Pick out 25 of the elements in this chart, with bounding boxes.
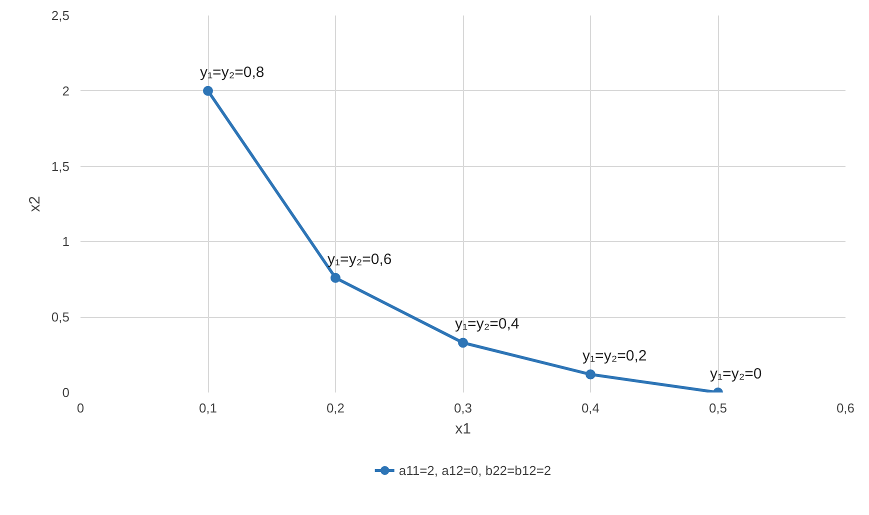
y-tick-label: 1 [62, 234, 70, 250]
x-tick-label: 0,3 [454, 400, 472, 416]
y-axis-title: x2 [26, 196, 44, 212]
x-tick-label: 0,6 [836, 400, 855, 416]
x-tick-label: 0,2 [326, 400, 345, 416]
legend-label: a11=2, a12=0, b22=b12=2 [398, 462, 552, 478]
annotation: y₁=y₂=0,2 [582, 347, 647, 364]
annotation: y₁=y₂=0 [710, 366, 762, 382]
point [203, 86, 213, 96]
x-tick-label: 0,1 [198, 400, 218, 416]
annotation: y₁=y₂=0,4 [455, 316, 520, 333]
x-axis-title: x1 [455, 420, 471, 438]
point [330, 272, 340, 283]
x-tick-label: 0,4 [581, 400, 600, 416]
annotation: y₁=y₂=0,6 [328, 250, 392, 268]
y-tick-label: 0 [62, 385, 70, 400]
point [586, 369, 596, 380]
point [458, 338, 468, 348]
annotation: y₁=y₂=0,8 [200, 64, 264, 81]
y-tick-label: 1,5 [51, 158, 70, 174]
y-tick-label: 2 [62, 83, 70, 98]
y-tick-label: 2,5 [51, 8, 70, 23]
x-tick-label: 0 [76, 400, 84, 416]
x-tick-label: 0,5 [708, 400, 728, 416]
y-tick-label: 0,5 [51, 310, 70, 325]
